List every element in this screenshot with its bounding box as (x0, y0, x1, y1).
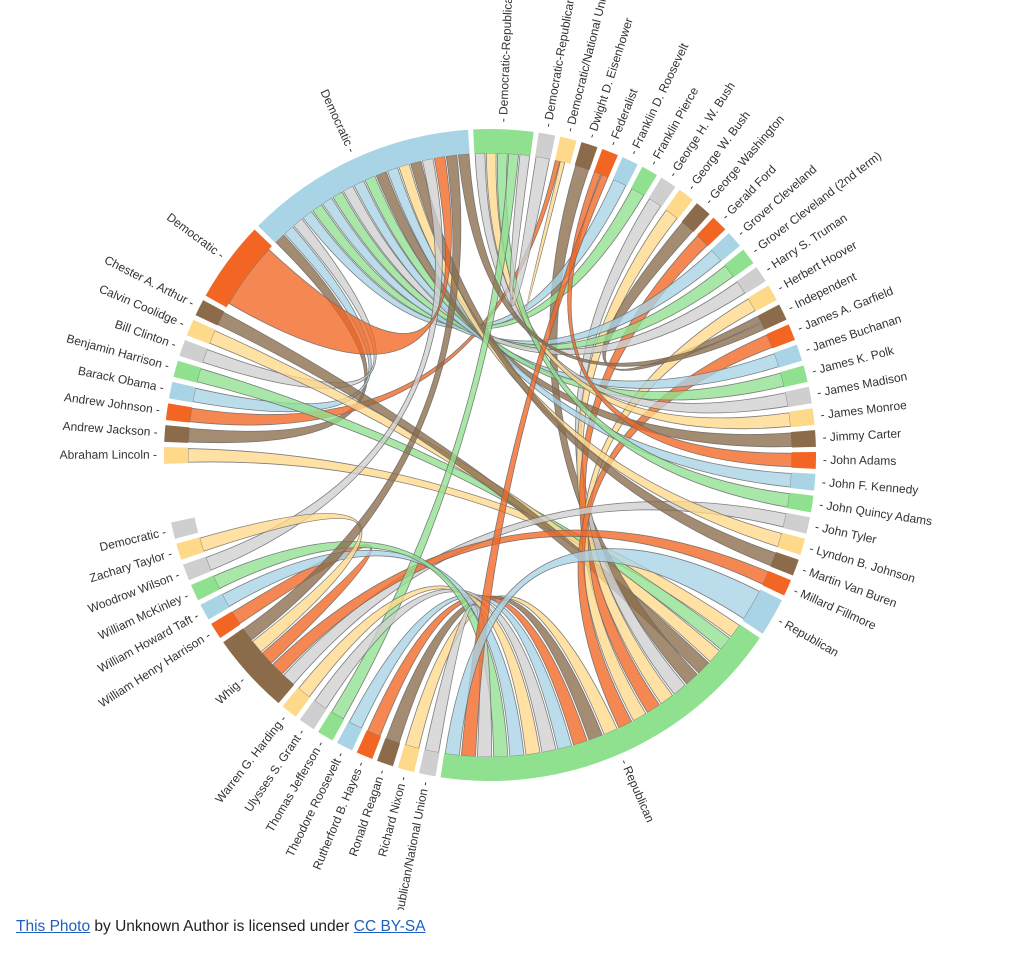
ribbon-democratic-to-democratic (228, 155, 452, 355)
arc-abraham-lincoln[interactable] (164, 447, 189, 464)
arc-ulysses-s-grant[interactable] (299, 700, 327, 730)
arc-george-h-w-bush[interactable] (648, 177, 676, 207)
arc-jimmy-carter[interactable] (791, 430, 816, 448)
arc-calvin-coolidge[interactable] (186, 319, 216, 345)
arc-james-a-garfield[interactable] (766, 324, 795, 349)
ribbon-democratic-national-union-to-democratic-national-union (525, 160, 566, 309)
arc-benjamin-harrison[interactable] (173, 360, 201, 383)
label-andrew-johnson: Andrew Johnson - (63, 390, 161, 417)
label-john-f-kennedy: - John F. Kennedy (821, 475, 919, 497)
arc-theodore-roosevelt[interactable] (337, 721, 363, 751)
arc-william-howard-taft[interactable] (200, 593, 230, 620)
arc-bill-clinton[interactable] (179, 339, 208, 364)
ribbon-republican-national-union-to-republican (424, 604, 493, 758)
arc-grover-cleveland-2nd-term[interactable] (724, 249, 754, 278)
arc-william-mckinley[interactable] (191, 575, 220, 601)
arc-ronald-reagan[interactable] (377, 738, 401, 767)
ribbon-federalist-to-republican (460, 173, 609, 758)
arc-republican[interactable] (440, 624, 760, 781)
arc-rutherford-b-hayes[interactable] (356, 730, 381, 759)
arc-william-henry-harrison[interactable] (211, 611, 241, 639)
arc-john-tyler[interactable] (783, 512, 810, 534)
arc-democratic-national-union[interactable] (555, 136, 577, 164)
arc-richard-nixon[interactable] (397, 744, 420, 773)
arc-warren-g-harding[interactable] (282, 687, 311, 717)
arc-james-madison[interactable] (785, 386, 812, 408)
arc-woodrow-wilson[interactable] (182, 556, 212, 581)
ribbon-andrew-johnson-to-democratic-national-union (189, 159, 561, 426)
license-link[interactable]: CC BY-SA (353, 918, 426, 935)
credit-text: by Unknown Author is licensed under (90, 918, 354, 935)
arc-dwight-d-eisenhower[interactable] (574, 142, 598, 170)
arc-james-k-polk[interactable] (780, 365, 808, 388)
arc-millard-fillmore[interactable] (762, 570, 791, 596)
label-john-adams: - John Adams (823, 453, 897, 468)
ribbon-john-quincy-adams-to-democratic-republican (497, 152, 790, 508)
ribbon-zachary-taylor-to-whig (199, 513, 363, 653)
arc-herbert-hoover[interactable] (747, 285, 777, 312)
ribbon-democratic-republican-natio-to-democratic-republican (509, 154, 550, 307)
arc-barack-obama[interactable] (168, 381, 196, 403)
label-jimmy-carter: - Jimmy Carter (822, 426, 901, 444)
arc-democratic[interactable] (171, 517, 199, 539)
label-abraham-lincoln: Abraham Lincoln - (60, 448, 157, 462)
arc-democratic-republican[interactable] (473, 128, 534, 156)
arc-andrew-johnson[interactable] (165, 403, 192, 423)
image-credit: This Photo by Unknown Author is licensed… (16, 918, 426, 936)
ribbon-independent-to-democratic (457, 153, 766, 367)
arc-george-w-bush[interactable] (665, 189, 693, 219)
arc-john-f-kennedy[interactable] (790, 472, 816, 491)
ribbon-warren-g-harding-to-republican (297, 585, 541, 756)
arc-gerald-ford[interactable] (696, 217, 726, 247)
arc-grover-cleveland[interactable] (711, 233, 740, 262)
label-democratic: Democratic - (317, 87, 358, 155)
arc-democratic-republican-natio[interactable] (535, 132, 556, 160)
chord-diagram: Abraham Lincoln - Andrew Jackson -Andrew … (60, 0, 934, 910)
arc-james-buchanan[interactable] (774, 344, 803, 368)
arc-harry-s-truman[interactable] (736, 267, 766, 294)
chord-arcs (164, 128, 817, 781)
ribbon-bill-clinton-to-democratic (202, 218, 377, 389)
label-democratic-republican: - Democratic-Republican (496, 0, 515, 123)
label-democratic: Democratic - (164, 210, 227, 262)
label-republican: - Republican (776, 614, 841, 660)
label-republican: - Republican (617, 757, 657, 824)
arc-independent[interactable] (757, 304, 787, 330)
chord-ribbons (187, 152, 793, 758)
arc-federalist[interactable] (594, 148, 618, 178)
arc-andrew-jackson[interactable] (164, 425, 190, 443)
label-whig: Whig - (213, 673, 248, 707)
arc-chester-a-arthur[interactable] (195, 300, 225, 326)
arc-democratic[interactable] (205, 229, 272, 308)
arc-martin-van-buren[interactable] (770, 552, 799, 576)
arc-john-quincy-adams[interactable] (787, 492, 814, 513)
arc-whig[interactable] (223, 628, 295, 704)
arc-republican-national-union[interactable] (419, 749, 440, 777)
arc-zachary-taylor[interactable] (176, 537, 205, 560)
label-john-tyler: - John Tyler (814, 519, 878, 546)
ribbon-ulysses-s-grant-to-republican (314, 588, 557, 753)
arc-franklin-d-roosevelt[interactable] (612, 157, 638, 186)
arc-lyndon-b-johnson[interactable] (777, 532, 806, 555)
label-james-monroe: - James Monroe (820, 398, 908, 422)
arc-john-adams[interactable] (791, 452, 817, 469)
arc-james-monroe[interactable] (788, 408, 815, 428)
arc-franklin-pierce[interactable] (631, 166, 657, 196)
arc-george-washington[interactable] (681, 203, 710, 232)
arc-republican[interactable] (742, 589, 782, 634)
arc-democratic[interactable] (258, 129, 470, 243)
photo-link[interactable]: This Photo (16, 918, 91, 935)
ribbon-republican-to-republican (444, 548, 760, 756)
label-andrew-jackson: Andrew Jackson - (62, 419, 158, 439)
arc-thomas-jefferson[interactable] (318, 711, 345, 741)
label-james-madison: - James Madison (816, 369, 908, 400)
